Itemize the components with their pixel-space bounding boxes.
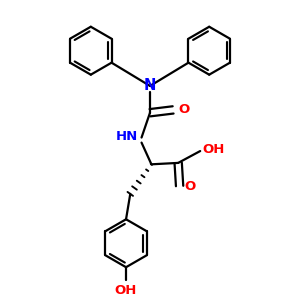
Text: O: O — [184, 179, 196, 193]
Text: OH: OH — [202, 143, 225, 156]
Text: O: O — [178, 103, 189, 116]
Text: OH: OH — [115, 284, 137, 297]
Text: N: N — [144, 78, 156, 93]
Text: HN: HN — [116, 130, 138, 142]
